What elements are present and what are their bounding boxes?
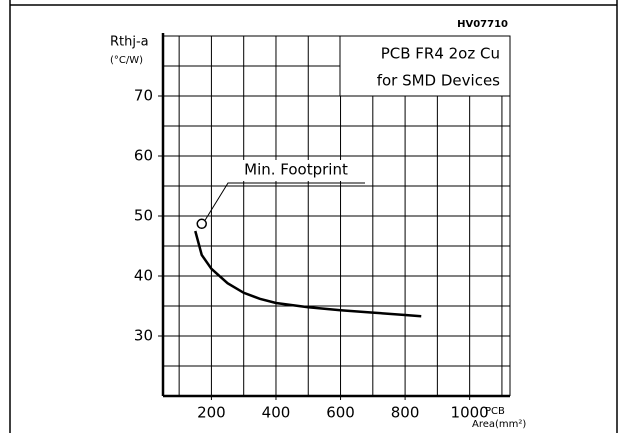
y-tick-label: 30 bbox=[134, 327, 153, 345]
legend-text: PCB FR4 2oz Cu bbox=[381, 45, 500, 63]
y-tick-label: 60 bbox=[134, 147, 153, 165]
x-axis-unit: Area(mm²) bbox=[472, 419, 526, 430]
x-tick-label: 400 bbox=[262, 404, 291, 422]
curve bbox=[194, 230, 422, 318]
annotation-bg bbox=[229, 160, 363, 181]
y-tick-label: 40 bbox=[134, 267, 153, 285]
x-tick-label: 200 bbox=[197, 404, 226, 422]
footprint-marker bbox=[196, 218, 207, 230]
legend-text: for SMD Devices bbox=[377, 72, 500, 90]
leader-line bbox=[204, 182, 365, 222]
y-axis-unit: (°C/W) bbox=[110, 55, 143, 66]
x-axis-label: PCB bbox=[485, 406, 505, 417]
y-tick-label: 50 bbox=[134, 207, 153, 225]
y-tick-label: 70 bbox=[134, 87, 153, 105]
x-tick-label: 800 bbox=[391, 404, 420, 422]
x-tick-label: 600 bbox=[326, 404, 355, 422]
y-axis-label: Rthj-a bbox=[110, 35, 149, 50]
x-tick-label: 1000 bbox=[451, 404, 489, 422]
figure-code: HV07710 bbox=[457, 19, 508, 30]
annotation: Min. Footprint bbox=[244, 161, 348, 179]
legend-box bbox=[339, 35, 511, 97]
